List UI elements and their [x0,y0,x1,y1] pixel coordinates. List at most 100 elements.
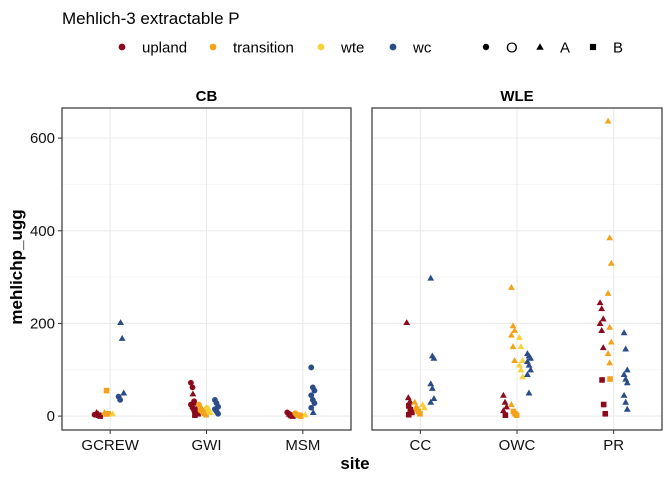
data-point [598,305,606,312]
legend-label-A: A [560,40,570,57]
data-point [298,413,304,419]
data-point [195,410,201,417]
legend-key-wte [317,43,325,51]
data-point [308,392,315,399]
data-point [428,384,436,391]
data-point [427,380,435,387]
data-point [117,319,124,326]
data-point [509,322,517,329]
data-point [311,387,318,394]
data-point [600,401,607,408]
data-point [509,343,517,350]
data-point [519,373,526,380]
data-point [604,350,612,357]
data-point [430,395,438,402]
y-tick-label: 400 [30,223,55,240]
data-point [508,283,515,290]
data-point [622,398,630,405]
data-point [105,410,111,417]
data-point [207,408,214,415]
data-point [430,354,438,361]
data-point [97,413,103,419]
data-point [620,391,628,398]
data-point [596,299,604,306]
data-point [503,403,510,410]
legend-key-O [482,43,490,51]
data-point [189,384,196,391]
data-point [606,359,614,366]
data-point [596,320,604,326]
data-point [604,289,612,296]
data-point [517,366,525,373]
legend-key-upland [118,43,126,51]
panel-cb: CB GCREW GWI MSM [61,88,352,454]
data-point [599,377,605,383]
chart-title: Mehlich-3 extractable P [62,9,240,28]
x-tick-label-cc: CC [409,437,431,454]
data-point [404,394,412,401]
data-point [513,412,520,418]
data-point [215,410,222,417]
y-tick-label: 600 [30,130,55,147]
data-point [118,334,126,341]
data-point [623,366,631,373]
legend-label-upland: upland [142,40,187,57]
data-point [516,361,523,368]
data-point [427,274,435,281]
data-point [420,404,428,411]
x-tick-label-gcrew: GCREW [81,437,139,454]
data-point [607,338,615,345]
data-point [598,326,606,333]
data-point [403,319,411,326]
legend-key-A [536,43,544,50]
data-point [501,398,509,405]
x-tick-label-gwi: GWI [192,437,222,454]
data-point [525,361,533,368]
data-point [189,390,197,397]
data-point [406,397,414,404]
y-tick-label: 0 [47,408,55,425]
data-point [508,401,515,408]
data-point [192,412,198,418]
data-point [188,379,194,386]
data-point [120,389,128,396]
data-point [309,408,317,415]
data-point [203,411,209,418]
legend-key-transition [209,43,217,51]
data-point [427,398,435,405]
data-point [109,410,116,417]
data-point [527,366,534,373]
legend-label-wte: wte [340,40,364,57]
x-tick-label-msm: MSM [285,437,320,454]
data-point [405,411,412,418]
legend-key-B [589,43,597,51]
data-point [604,117,612,124]
data-point [405,403,412,409]
legend: upland transition wte wc O A B [118,40,623,57]
legend-key-wc [389,43,397,51]
legend-label-O: O [506,40,518,57]
panel-wle: WLE CC OWC PR [371,88,663,454]
panel-strip-label: WLE [500,88,533,105]
x-axis-title: site [340,454,369,473]
data-point [527,354,534,361]
data-point [623,379,631,386]
data-point [511,326,518,333]
data-point [308,364,315,371]
data-point [511,357,518,364]
data-point [117,396,124,403]
data-point [606,234,614,241]
data-point [500,391,507,398]
data-point [417,410,423,417]
data-point [500,407,507,414]
data-point [301,411,309,418]
legend-label-B: B [613,40,623,57]
panel-strip-label: CB [196,88,218,105]
data-point [606,323,614,330]
data-point [311,400,318,407]
data-point [620,329,628,336]
data-point [607,376,613,382]
legend-label-wc: wc [412,40,432,57]
data-point [409,409,415,416]
